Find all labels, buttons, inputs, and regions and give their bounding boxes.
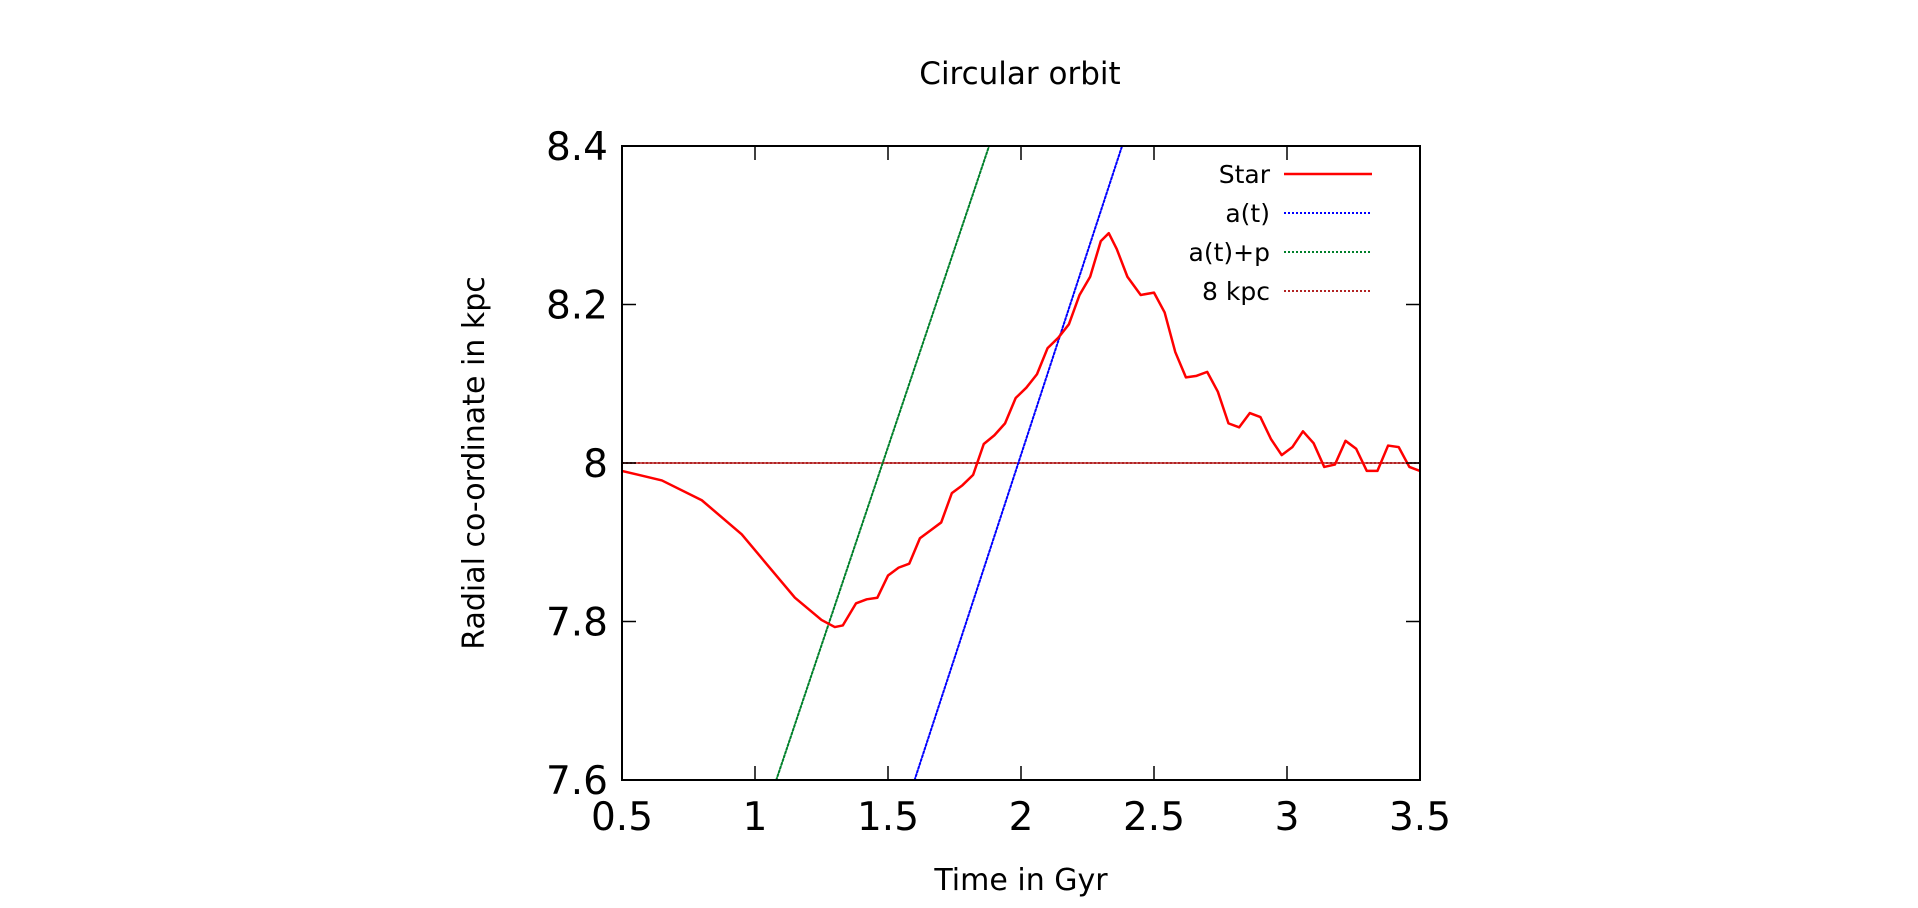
y-tick-label: 8.4 (546, 125, 608, 170)
y-tick-label: 8.2 (546, 284, 608, 329)
chart-title: Circular orbit (919, 56, 1120, 92)
legend: Star a(t) a(t)+p 8 kpc (1189, 160, 1372, 306)
x-tick-label: 2 (1009, 795, 1034, 840)
y-tick-label: 8 (583, 442, 608, 487)
series-layer (622, 146, 1420, 780)
legend-label: a(t) (1225, 199, 1270, 228)
ticks-layer: 0.5 1 1.5 2 2.5 3 3.5 7.6 7.8 8 8.2 8.4 (546, 125, 1451, 840)
legend-label: Star (1219, 160, 1271, 189)
x-axis-label: Time in Gyr (933, 863, 1108, 898)
x-tick-label: 3.5 (1389, 795, 1451, 840)
y-axis-label: Radial co-ordinate in kpc (457, 276, 492, 649)
legend-label: 8 kpc (1202, 277, 1270, 306)
series-line-a-t- (913, 146, 1124, 780)
x-tick-label: 1 (743, 795, 768, 840)
y-tick-label: 7.8 (546, 601, 608, 646)
series-line-a-t-p (775, 146, 991, 780)
legend-label: a(t)+p (1189, 238, 1270, 267)
x-tick-label: 3 (1275, 795, 1300, 840)
x-tick-label: 2.5 (1123, 795, 1185, 840)
y-tick-label: 7.6 (546, 759, 608, 804)
series-line-star (622, 231, 1420, 629)
x-tick-label: 0.5 (591, 795, 653, 840)
x-tick-label: 1.5 (857, 795, 919, 840)
